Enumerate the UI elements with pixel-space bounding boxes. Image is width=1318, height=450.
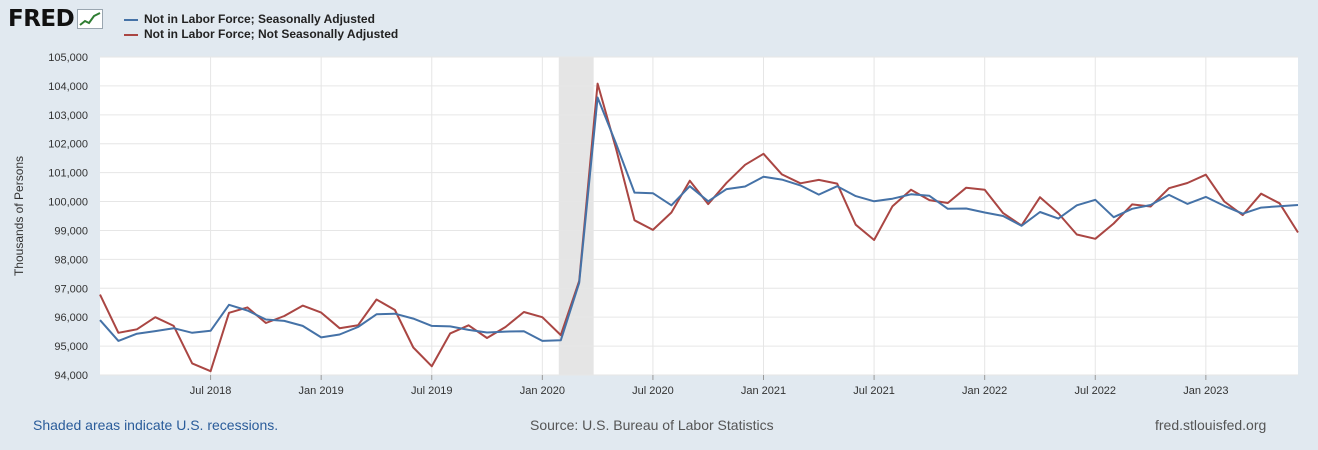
gridlines xyxy=(100,56,1298,376)
plot-area xyxy=(100,57,1298,375)
x-tick-label: Jul 2021 xyxy=(853,385,895,397)
y-tick-label: 100,000 xyxy=(48,197,88,209)
chart-line-icon xyxy=(77,9,104,29)
y-axis-label: Thousands of Persons xyxy=(12,156,26,276)
x-tick-label: Jan 2019 xyxy=(299,385,344,397)
series-line-seasonal[interactable] xyxy=(99,96,1299,342)
y-tick-label: 96,000 xyxy=(54,312,88,324)
line-chart[interactable]: 94,000 95,000 96,000 97,000 98,000 99,000 100,… xyxy=(0,0,1318,410)
y-tick-label: 95,000 xyxy=(54,341,88,353)
chart-legend: Not in Labor Force; Seasonally Adjusted … xyxy=(124,12,398,42)
x-tick-label: Jan 2020 xyxy=(520,385,565,397)
y-tick-label: 104,000 xyxy=(48,81,88,93)
legend-item-nonseasonal[interactable]: Not in Labor Force; Not Seasonally Adjus… xyxy=(124,27,398,42)
legend-label-seasonal: Not in Labor Force; Seasonally Adjusted xyxy=(144,12,375,26)
legend-swatch-nonseasonal xyxy=(124,33,138,36)
y-tick-label: 105,000 xyxy=(48,52,88,64)
legend-label-nonseasonal: Not in Labor Force; Not Seasonally Adjus… xyxy=(144,27,399,41)
y-tick-label: 102,000 xyxy=(48,139,88,151)
y-tick-label: 103,000 xyxy=(48,110,88,122)
y-tick-label: 94,000 xyxy=(54,370,88,382)
y-tick-label: 98,000 xyxy=(54,254,88,266)
legend-swatch-seasonal xyxy=(124,18,138,21)
series-lines xyxy=(99,82,1299,373)
x-tick-label: Jan 2021 xyxy=(741,385,786,397)
fred-logo[interactable]: FRED xyxy=(8,6,104,32)
x-tick-label: Jul 2018 xyxy=(190,385,232,397)
x-tick-label: Jul 2019 xyxy=(411,385,453,397)
legend-item-seasonal[interactable]: Not in Labor Force; Seasonally Adjusted xyxy=(124,12,398,27)
y-tick-label: 97,000 xyxy=(54,283,88,295)
fred-logo-text: FRED xyxy=(8,6,75,32)
site-link[interactable]: fred.stlouisfed.org xyxy=(1155,417,1267,433)
x-tick-label: Jan 2023 xyxy=(1183,385,1228,397)
x-tick-label: Jul 2020 xyxy=(632,385,674,397)
source-text: Source: U.S. Bureau of Labor Statistics xyxy=(530,417,774,433)
x-axis-ticks: Jul 2018 Jan 2019 Jul 2019 Jan 2020 Jul 2020… xyxy=(190,375,1228,397)
y-tick-label: 101,000 xyxy=(48,168,88,180)
y-axis-ticks: 94,000 95,000 96,000 97,000 98,000 99,000 100,… xyxy=(48,52,88,382)
y-tick-label: 99,000 xyxy=(54,225,88,237)
x-tick-label: Jul 2022 xyxy=(1074,385,1116,397)
series-line-nonseasonal[interactable] xyxy=(99,82,1299,373)
recession-note: Shaded areas indicate U.S. recessions. xyxy=(33,417,279,433)
x-tick-label: Jan 2022 xyxy=(962,385,1007,397)
